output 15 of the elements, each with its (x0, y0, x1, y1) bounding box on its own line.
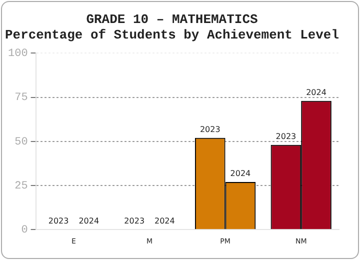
text: 2023 (124, 216, 145, 226)
series-label: 2023 (200, 124, 220, 134)
chart-subtitle: Percentage of Students by Achievement Level (5, 28, 340, 43)
chart-title: GRADE 10 – MATHEMATICS (86, 12, 258, 28)
text: 2023 (276, 132, 296, 142)
y-tick-label: 50 (14, 136, 28, 148)
y-tick-label: 75 (14, 92, 28, 104)
y-tick-label: 25 (14, 180, 28, 192)
text: 2024 (78, 216, 100, 226)
text: 2024 (306, 88, 326, 97)
text: 2023 (48, 216, 69, 226)
text: 2024 (154, 216, 175, 226)
y-tick-label: 0 (21, 224, 28, 237)
y-tick-label: 100 (8, 48, 28, 60)
series-label: 2024 (230, 169, 251, 178)
